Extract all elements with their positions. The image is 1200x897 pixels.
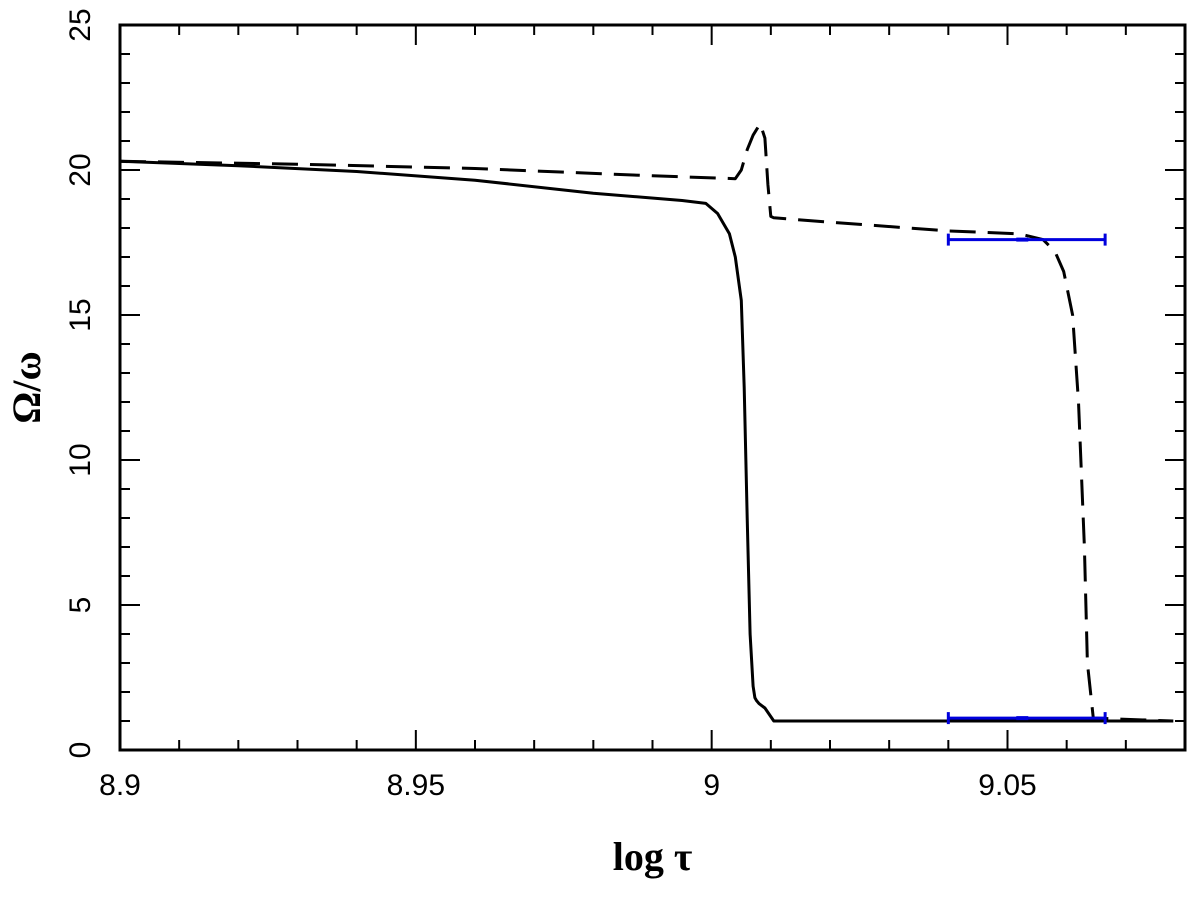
error-bar-point: [1016, 237, 1029, 242]
error-bars: [946, 233, 1107, 725]
error-bar-point: [1016, 716, 1029, 721]
y-tick-label: 20: [64, 153, 97, 186]
y-tick-label: 15: [64, 298, 97, 331]
plot-frame: [118, 23, 1187, 752]
y-axis-title: Ω/ω: [4, 351, 49, 423]
y-tick-label: 5: [64, 597, 97, 614]
series-lines: [119, 122, 1174, 723]
tick-marks: [119, 24, 1186, 751]
x-tick-label: 9.05: [978, 769, 1036, 802]
y-tick-label: 0: [64, 742, 97, 759]
x-axis-title: log τ: [613, 834, 693, 879]
x-tick-label: 8.9: [99, 769, 141, 802]
y-tick-label: 10: [64, 443, 97, 476]
dashed-series-line: [119, 122, 1174, 723]
x-tick-label: 8.95: [387, 769, 445, 802]
y-tick-label: 25: [64, 8, 97, 41]
solid-series-line: [119, 159, 1174, 723]
tick-labels: 8.9 8.95 9 9.05 0 5 10 15 20 25: [64, 8, 1037, 802]
x-tick-label: 9: [703, 769, 720, 802]
